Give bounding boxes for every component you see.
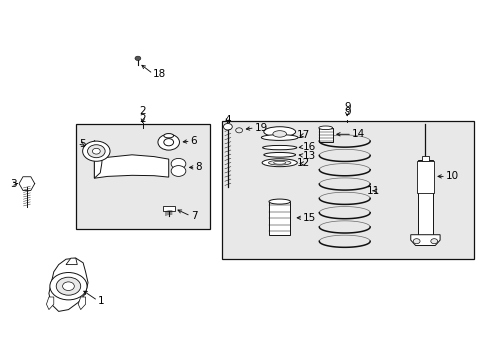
Bar [416, 161, 433, 193]
Circle shape [158, 134, 179, 150]
Text: 16: 16 [303, 142, 316, 152]
Text: 4: 4 [224, 114, 231, 125]
Ellipse shape [273, 161, 285, 164]
Text: 12: 12 [296, 158, 309, 168]
Polygon shape [94, 155, 168, 178]
Circle shape [430, 239, 437, 244]
Text: 9: 9 [343, 102, 350, 112]
Bar [76, 124, 210, 229]
Text: 9: 9 [343, 107, 350, 117]
Polygon shape [66, 258, 77, 265]
Bar [163, 206, 174, 211]
Bar [268, 202, 290, 235]
Text: 3: 3 [10, 179, 17, 189]
Text: 14: 14 [351, 129, 365, 139]
Ellipse shape [264, 127, 295, 137]
Text: 2: 2 [139, 106, 146, 116]
Ellipse shape [268, 199, 290, 204]
Circle shape [62, 282, 74, 291]
Polygon shape [19, 177, 35, 190]
Ellipse shape [163, 134, 173, 138]
Ellipse shape [318, 126, 332, 130]
Circle shape [171, 166, 185, 176]
Text: 6: 6 [190, 136, 197, 146]
Circle shape [163, 139, 173, 146]
Text: 11: 11 [366, 186, 379, 196]
Bar [318, 128, 332, 142]
Text: 8: 8 [195, 162, 202, 172]
Circle shape [87, 145, 105, 158]
Text: 1: 1 [98, 296, 104, 306]
Polygon shape [78, 297, 85, 310]
Ellipse shape [268, 161, 290, 165]
Ellipse shape [262, 159, 297, 167]
Circle shape [223, 123, 232, 130]
Text: 2: 2 [139, 114, 146, 124]
Text: 15: 15 [303, 213, 316, 223]
Circle shape [171, 158, 185, 169]
Bar [417, 160, 432, 235]
Text: 10: 10 [445, 171, 458, 181]
Bar [421, 156, 428, 161]
Text: 18: 18 [153, 69, 166, 79]
Text: 19: 19 [254, 123, 267, 133]
Polygon shape [93, 140, 102, 178]
Text: 5: 5 [79, 139, 85, 149]
Text: 17: 17 [296, 130, 309, 140]
Ellipse shape [264, 153, 295, 157]
Circle shape [412, 239, 419, 244]
Polygon shape [410, 235, 439, 246]
Ellipse shape [272, 131, 286, 137]
Circle shape [50, 273, 87, 300]
Circle shape [135, 56, 141, 60]
Circle shape [235, 128, 242, 133]
Circle shape [82, 141, 110, 161]
Text: 13: 13 [303, 150, 316, 161]
Bar [222, 121, 473, 259]
Polygon shape [46, 297, 54, 310]
Ellipse shape [262, 145, 296, 150]
Polygon shape [49, 258, 88, 311]
Circle shape [56, 277, 81, 295]
Circle shape [92, 148, 100, 154]
Ellipse shape [261, 135, 297, 140]
Text: 7: 7 [190, 211, 197, 221]
